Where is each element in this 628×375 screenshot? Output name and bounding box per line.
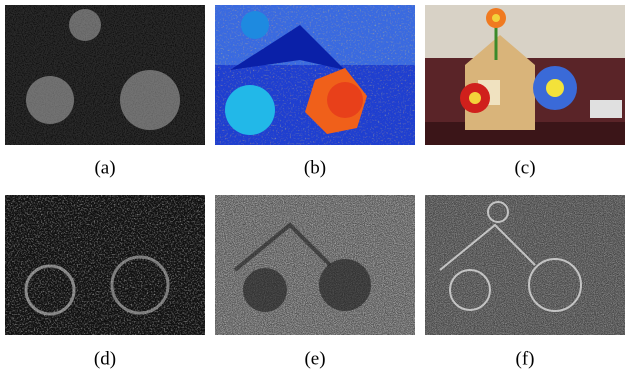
page: (a) (b) (c) (d) (e) (f) (() => { const d… <box>0 0 628 375</box>
panel-b-image <box>215 5 415 145</box>
figure: (a) (b) (c) (d) (e) (f) <box>0 0 628 375</box>
panel-label: (f) <box>516 348 535 369</box>
panel-e-image <box>215 195 415 335</box>
panel-label: (d) <box>94 348 116 369</box>
panel-label: (e) <box>304 348 325 369</box>
panel-label: (b) <box>304 157 326 178</box>
panel-d-image <box>5 195 205 335</box>
panel-a-image <box>5 5 205 145</box>
panel-f-image <box>425 195 625 335</box>
panel-label: (c) <box>514 157 535 178</box>
panel-c-image <box>425 5 625 145</box>
panel-label: (a) <box>94 157 115 178</box>
